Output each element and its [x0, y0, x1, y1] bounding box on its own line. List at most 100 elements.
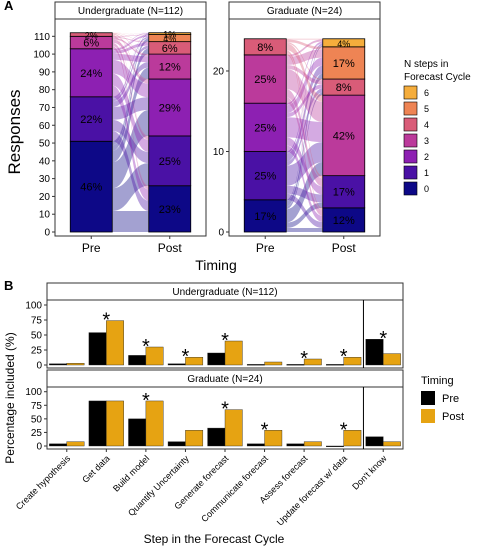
alluvial-flow — [286, 84, 323, 118]
alluvial-flow — [286, 45, 323, 202]
facet-strip-title: Undergraduate (N=112) — [78, 6, 183, 17]
bar-post — [264, 430, 283, 447]
segment-percent-label: 12% — [159, 62, 181, 74]
facet-strip-title: Graduate (N=24) — [187, 374, 262, 385]
segment-percent-label: 8% — [336, 82, 352, 94]
bar-pre — [246, 443, 265, 447]
bar-post — [145, 400, 164, 447]
alluvial-flow — [286, 193, 323, 228]
legend-n-steps-key — [403, 181, 418, 196]
panel-a-y-axis-title: Responses — [5, 89, 24, 174]
segment-percent-label: 17% — [254, 211, 276, 223]
bar-post — [303, 441, 322, 447]
bar-post — [303, 358, 322, 366]
alluvial-flow — [286, 39, 323, 57]
legend-n-steps-level: 2 — [424, 152, 429, 162]
y-tick-label: 20 — [39, 192, 51, 203]
stack-segment — [148, 53, 192, 80]
alluvial-flow — [112, 130, 149, 211]
segment-percent-label: 29% — [159, 102, 181, 114]
alluvial-flow — [286, 65, 323, 162]
alluvial-flow — [112, 210, 149, 232]
alluvial-flow — [112, 62, 149, 108]
alluvial-flow — [112, 85, 149, 201]
alluvial-flow — [112, 33, 149, 98]
alluvial-panel-graduate: Graduate (N=24) 0 10 20 17% 25% 25% 25% 8% 12% 17%… — [213, 1, 381, 255]
significance-star: * — [261, 419, 269, 441]
legend-n-steps-title-line1: N steps in — [404, 59, 448, 70]
alluvial-flow — [112, 36, 149, 43]
bar-post — [224, 340, 243, 366]
segment-percent-label: 12% — [333, 215, 355, 227]
segment-percent-label: 25% — [254, 74, 276, 86]
segment-percent-label: 25% — [254, 171, 276, 183]
y-tick-label: 0 — [44, 228, 50, 239]
alluvial-flow — [112, 32, 149, 42]
bar-post — [383, 353, 401, 366]
alluvial-flow — [286, 50, 323, 179]
bar-pre — [128, 418, 147, 447]
y-tick-label: 10 — [213, 147, 225, 158]
x-tick-label: Post — [332, 241, 357, 255]
alluvial-flow — [286, 68, 323, 122]
alluvial-flows — [286, 38, 323, 232]
bar-pre — [49, 363, 67, 366]
x-tick-label: Create hypothesis — [14, 453, 73, 512]
segment-percent-label: 4% — [337, 39, 350, 49]
y-tick-label: 25 — [31, 428, 43, 439]
alluvial-flow — [112, 45, 149, 190]
legend-n-steps-key — [403, 117, 418, 132]
alluvial-flow — [112, 32, 149, 37]
stack-segment — [322, 94, 366, 177]
alluvial-flow — [286, 43, 323, 154]
alluvial-flow — [112, 37, 149, 57]
alluvial-flow — [112, 36, 149, 99]
alluvial-flow — [286, 137, 323, 195]
alluvial-flow — [112, 32, 149, 35]
alluvial-flow — [286, 43, 323, 102]
alluvial-flow — [286, 97, 323, 216]
grouped-bar-panel: Undergraduate (N=112) 0 25 50 75 100 * * * * * * * Gr… — [14, 282, 404, 528]
alluvial-flow — [286, 42, 323, 81]
alluvial-flow — [286, 73, 323, 207]
legend-timing-key — [421, 409, 435, 423]
alluvial-flow — [112, 97, 149, 120]
stack-segment — [69, 96, 113, 142]
stack-segment — [322, 46, 366, 80]
y-tick-label: 40 — [39, 156, 51, 167]
alluvial-flow — [112, 35, 149, 187]
panel-b-x-axis-title: Step in the Forecast Cycle — [144, 532, 285, 546]
alluvial-flow — [286, 162, 323, 223]
y-tick-label: 10 — [39, 210, 51, 221]
y-tick-label: 90 — [39, 67, 51, 78]
bar-pre — [88, 400, 107, 447]
y-tick-label: 20 — [213, 66, 225, 77]
bar-pre — [365, 339, 384, 366]
segment-percent-label: 25% — [159, 156, 181, 168]
bar-post — [264, 361, 283, 366]
bar-pre — [246, 364, 265, 366]
stack-segment — [148, 135, 192, 187]
alluvial-flow — [112, 33, 149, 55]
segment-percent-label: 17% — [333, 58, 355, 70]
segment-percent-label: 24% — [80, 68, 102, 80]
segment-percent-label: 6% — [162, 43, 178, 55]
bar-post — [343, 430, 362, 447]
alluvial-flow — [286, 57, 323, 114]
panel-a-x-axis-title: Timing — [195, 257, 237, 273]
alluvial-flow — [286, 202, 323, 228]
bar-post — [343, 357, 362, 366]
alluvial-flow — [112, 35, 149, 51]
bar-pre — [49, 443, 67, 447]
legend-timing: Timing Pre Post — [421, 375, 464, 423]
legend-n-steps-level: 5 — [424, 104, 429, 114]
bar-post — [106, 400, 124, 447]
bar-pre — [326, 445, 344, 448]
significance-star: * — [340, 346, 348, 368]
stack-segment — [69, 140, 113, 233]
x-tick-label: Don't know — [350, 453, 389, 492]
legend-timing-label: Post — [442, 411, 464, 423]
alluvial-flow — [112, 39, 149, 84]
alluvial-flow — [286, 38, 323, 40]
